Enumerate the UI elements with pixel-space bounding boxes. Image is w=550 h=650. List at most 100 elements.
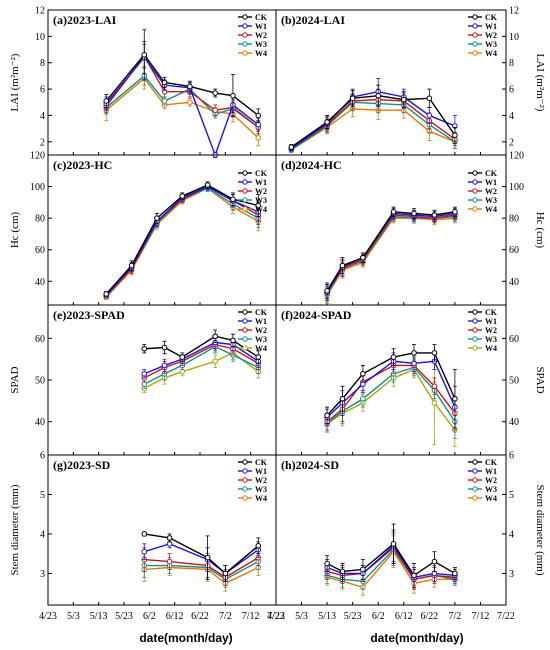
series-ck — [103, 181, 262, 297]
legend-entry: W1 — [255, 467, 267, 476]
panel-title: (h)2024-SD — [281, 458, 339, 472]
legend-marker — [242, 41, 248, 47]
legend-entry: W1 — [255, 178, 267, 187]
series-line — [326, 212, 455, 293]
data-point — [375, 92, 382, 99]
legend-entry: W4 — [255, 344, 267, 353]
x-tick-label: 6/2 — [143, 611, 156, 622]
legend-marker — [242, 50, 248, 56]
data-point — [128, 262, 135, 269]
series-line — [144, 566, 259, 585]
series-line — [326, 215, 455, 295]
data-point — [400, 96, 407, 103]
legend-entry: W4 — [255, 494, 267, 503]
legend-entry: W1 — [485, 178, 497, 187]
legend-entry: CK — [255, 169, 268, 178]
legend-entry: W4 — [255, 205, 267, 214]
data-point — [360, 395, 366, 402]
y-tick-label: 5 — [40, 490, 45, 501]
y-tick-label: 4 — [40, 529, 45, 540]
legend-marker — [472, 318, 478, 324]
series-line — [144, 335, 259, 358]
data-point — [166, 535, 173, 541]
legend-entry: W1 — [255, 22, 267, 31]
data-point — [255, 112, 262, 119]
legend-marker — [472, 23, 478, 29]
y-tick-label: 60 — [35, 334, 45, 345]
x-tick-label: 6/2 — [372, 611, 385, 622]
legend-marker — [242, 336, 248, 342]
legend-marker — [472, 170, 478, 176]
y-tick-label: 2 — [509, 137, 514, 148]
data-point — [360, 370, 366, 377]
legend-entry: W2 — [255, 476, 267, 485]
legend-entry: W2 — [255, 187, 267, 196]
data-point — [230, 337, 236, 344]
x-axis-label-left: date(month/day) — [139, 631, 232, 645]
legend-entry: W2 — [485, 476, 497, 485]
panel-title: (d)2024-HC — [281, 158, 342, 172]
legend-entry: W4 — [255, 49, 267, 58]
panel-frame — [47, 154, 277, 306]
data-point — [166, 558, 173, 565]
data-point — [230, 92, 236, 99]
legend-marker — [242, 23, 248, 29]
y-tick-label: 120 — [30, 151, 45, 162]
legend-entry: W2 — [485, 326, 497, 335]
legend-entry: W1 — [485, 467, 497, 476]
y-axis-label: SPAD — [534, 366, 546, 393]
y-tick-label: 6 — [40, 451, 45, 462]
data-point — [141, 381, 148, 387]
y-tick-label: 100 — [30, 182, 45, 193]
y-tick-label: 3 — [40, 569, 45, 580]
legend-marker — [472, 14, 478, 20]
legend-marker — [242, 468, 248, 474]
y-axis-label: LAI (m²m⁻²) — [9, 53, 21, 111]
y-axis-label: Hc (cm) — [9, 211, 21, 248]
data-point — [141, 52, 148, 58]
legend-marker — [242, 32, 248, 38]
data-point — [179, 368, 186, 375]
series-w4 — [141, 346, 262, 393]
x-tick-label: 7/2 — [219, 611, 232, 622]
data-point — [390, 209, 397, 215]
x-tick-label: 5/23 — [344, 611, 362, 622]
data-point — [255, 202, 262, 209]
data-point — [179, 354, 186, 360]
data-point — [452, 395, 458, 402]
data-point — [212, 107, 218, 113]
data-point — [360, 566, 366, 573]
y-axis-label: SPAD — [9, 366, 21, 393]
data-point — [411, 360, 417, 367]
y-tick-label: 3 — [509, 569, 514, 580]
data-point — [204, 554, 211, 561]
data-point — [411, 350, 417, 356]
x-tick-label: 6/12 — [166, 611, 184, 622]
data-point — [161, 344, 168, 351]
y-axis-label: Stem diameter (mm) — [9, 484, 21, 575]
data-point — [411, 572, 417, 579]
data-point — [360, 254, 366, 261]
legend-entry: CK — [255, 13, 268, 22]
data-point — [141, 548, 148, 555]
legend-marker — [242, 309, 248, 315]
x-tick-label: 5/3 — [67, 611, 80, 622]
legend-marker — [242, 179, 248, 185]
y-tick-label: 40 — [35, 277, 45, 288]
data-point — [288, 144, 295, 150]
panel-title: (c)2023-HC — [53, 158, 112, 172]
y-axis-label: Stem diameter (mm) — [534, 484, 546, 575]
data-point — [161, 79, 168, 86]
y-tick-label: 12 — [509, 6, 519, 17]
data-point — [431, 558, 438, 565]
y-tick-label: 120 — [509, 151, 524, 162]
